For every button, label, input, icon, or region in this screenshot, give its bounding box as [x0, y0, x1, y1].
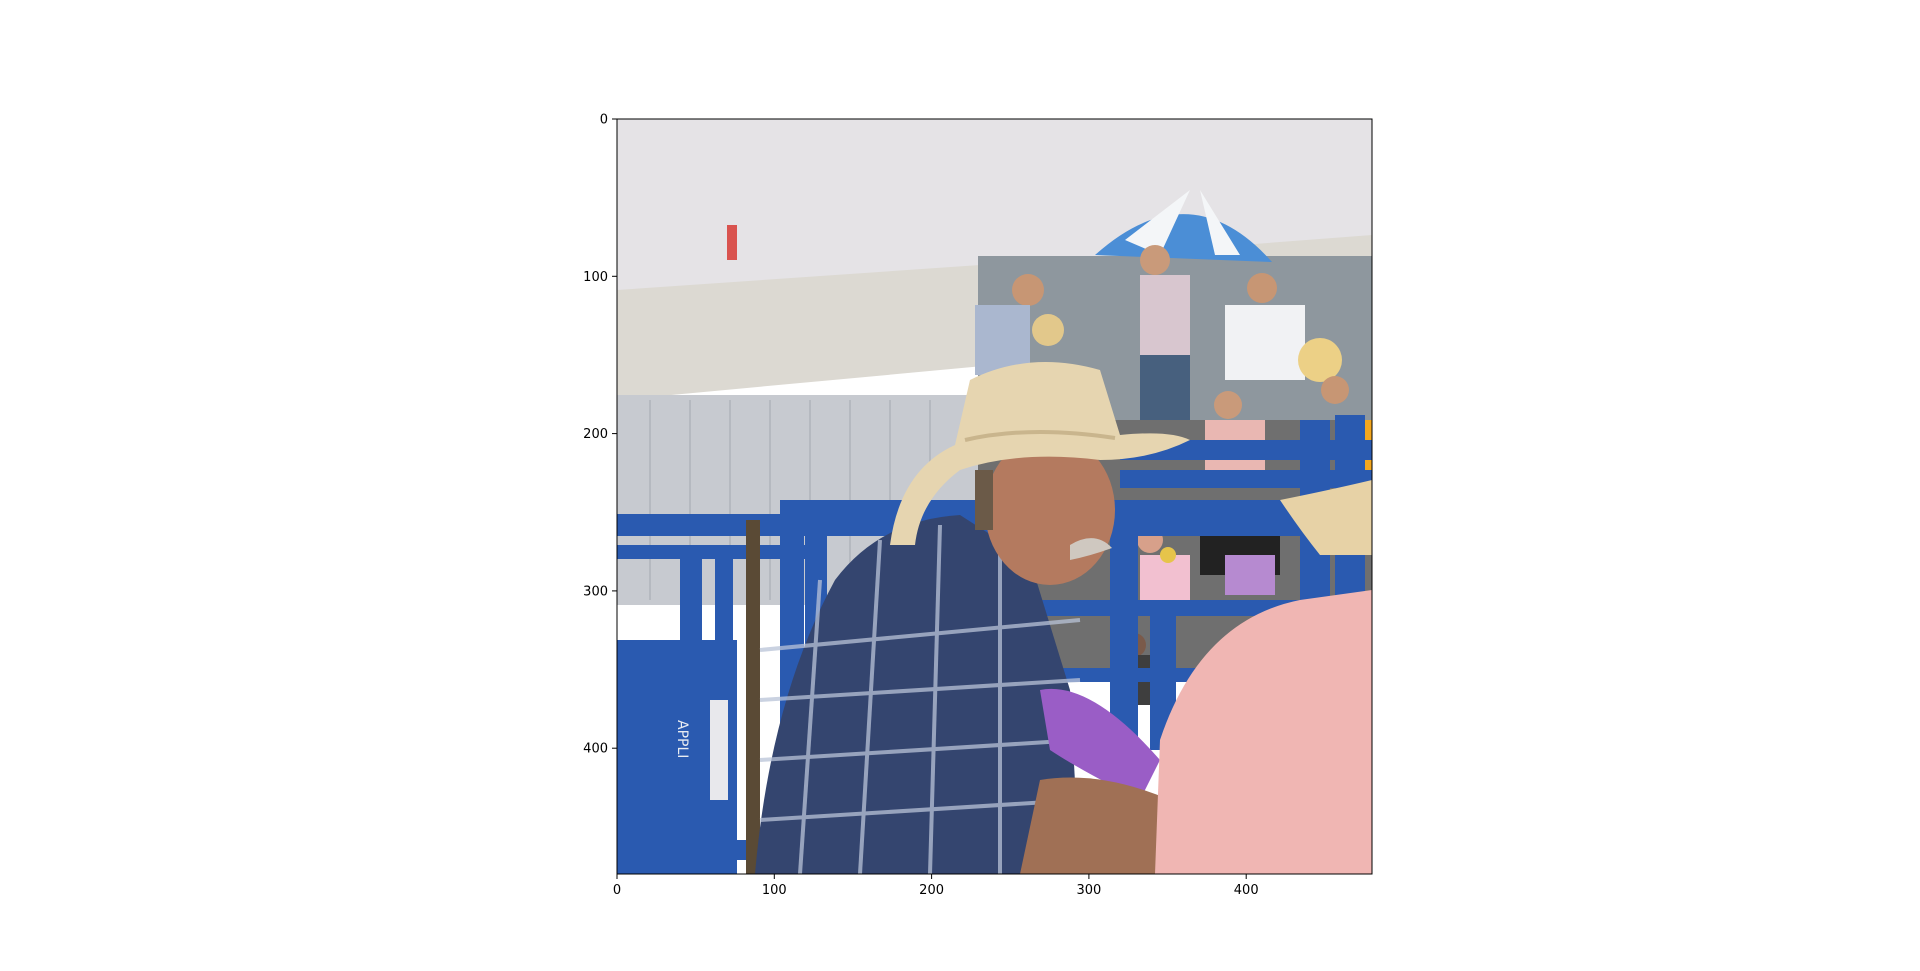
flag	[727, 225, 737, 260]
x-tick-label: 100	[762, 883, 787, 898]
x-axis: 0 100 200 300 400	[613, 874, 1259, 898]
x-tick-label: 400	[1234, 883, 1259, 898]
mustache	[1070, 538, 1112, 560]
cowboy-hat	[890, 362, 1190, 545]
plaid-pattern	[759, 524, 1081, 874]
y-tick-label: 300	[583, 584, 608, 599]
rodeo-photo: APPLI	[617, 119, 1372, 874]
x-tick-label: 0	[613, 883, 621, 898]
purple-glove	[1040, 688, 1160, 800]
pink-shirt-person	[1155, 590, 1372, 874]
y-tick-label: 100	[583, 270, 608, 285]
sideburn	[975, 470, 993, 530]
y-tick-label: 0	[600, 113, 608, 128]
x-tick-label: 200	[919, 883, 944, 898]
gate-post	[746, 520, 760, 874]
x-tick-label: 300	[1076, 883, 1101, 898]
y-tick-label: 400	[583, 742, 608, 757]
forearm	[1020, 777, 1170, 874]
right-hat	[1280, 480, 1372, 555]
y-tick-label: 200	[583, 427, 608, 442]
axes-frame	[616, 118, 1373, 875]
y-axis: 0 100 200 300 400	[583, 113, 617, 757]
sign-white	[710, 700, 728, 800]
svg-text:APPLI: APPLI	[674, 720, 690, 758]
